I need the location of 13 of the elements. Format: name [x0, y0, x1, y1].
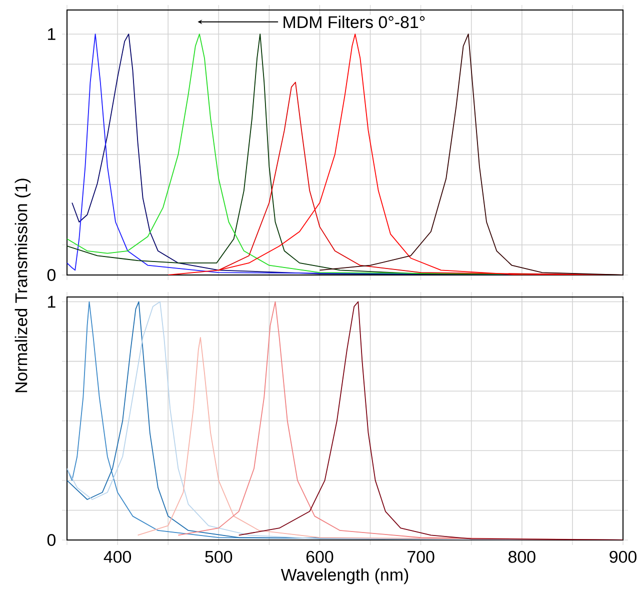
x-tick-label: 600	[306, 550, 334, 563]
x-tick-label: 500	[205, 550, 232, 563]
x-axis-title: Wavelength (nm)	[280, 568, 408, 584]
x-tick-label: 700	[408, 550, 434, 563]
x-tick-label: 400	[104, 550, 132, 563]
x-tick-label: 900	[610, 550, 636, 563]
y-tick-label: 0	[47, 534, 56, 546]
annotation: MDM Filters 0°-81°	[284, 16, 425, 28]
y-axis-title: Normalized Transmission (1)	[14, 178, 31, 392]
y-tick-label: 1	[48, 28, 56, 40]
y-tick-label: 1	[48, 296, 56, 308]
x-tick-label: 800	[508, 550, 536, 563]
y-tick-label: 0	[47, 269, 56, 281]
